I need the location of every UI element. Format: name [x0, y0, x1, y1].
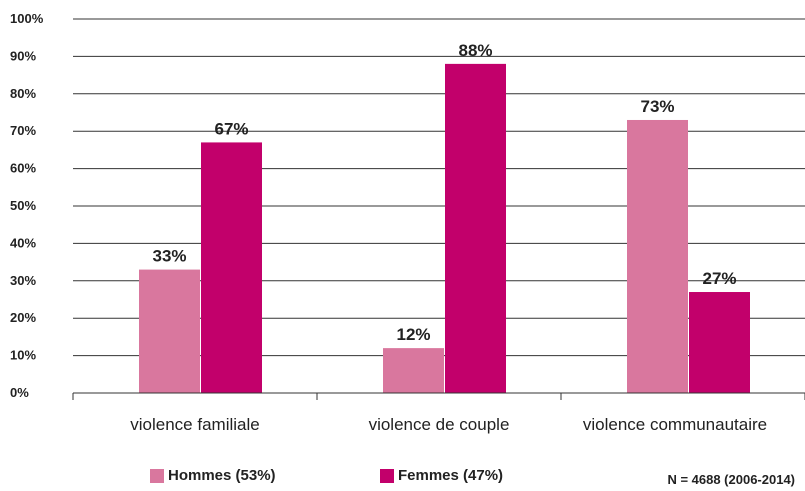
bar — [689, 292, 750, 393]
data-label: 67% — [214, 119, 248, 138]
legend-item-hommes: Hommes (53%) — [150, 467, 276, 484]
data-label: 88% — [458, 41, 492, 60]
data-label: 12% — [396, 325, 430, 344]
legend-item-femmes: Femmes (47%) — [380, 467, 503, 484]
y-tick-label: 0% — [10, 385, 29, 400]
data-labels: 33% 67% 12% 88% 73% 27% — [152, 41, 736, 344]
y-tick-label: 50% — [10, 198, 36, 213]
y-axis-ticks: 0% 10% 20% 30% 40% 50% 60% 70% 80% 90% 100% — [10, 11, 44, 400]
sample-size-note: N = 4688 (2006-2014) — [667, 472, 795, 487]
x-axis: violence familiale violence de couple viol… — [72, 392, 805, 434]
legend-label-hommes: Hommes (53%) — [168, 467, 276, 484]
legend: Hommes (53%) Femmes (47%) — [0, 467, 805, 489]
legend-swatch-hommes — [150, 468, 164, 483]
y-tick-label: 30% — [10, 273, 36, 288]
y-tick-label: 70% — [10, 123, 36, 138]
y-tick-label: 60% — [10, 161, 36, 176]
legend-swatch-femmes — [380, 468, 394, 483]
y-tick-label: 20% — [10, 310, 36, 325]
bar — [383, 348, 444, 393]
x-tick-label: violence communautaire — [583, 415, 767, 434]
bars — [139, 63, 750, 393]
y-tick-label: 100% — [10, 11, 44, 26]
y-tick-label: 90% — [10, 48, 36, 63]
y-tick-label: 80% — [10, 86, 36, 101]
bar-chart: 0% 10% 20% 30% 40% 50% 60% 70% 80% 90% 100% 33% 67%… — [10, 11, 805, 434]
x-tick-label: violence familiale — [130, 415, 259, 434]
bar — [139, 269, 200, 393]
bar — [627, 119, 688, 393]
data-label: 27% — [702, 269, 736, 288]
y-tick-label: 10% — [10, 348, 36, 363]
bar — [201, 142, 262, 393]
x-tick-label: violence de couple — [369, 415, 510, 434]
data-label: 73% — [640, 97, 674, 116]
y-tick-label: 40% — [10, 235, 36, 250]
data-label: 33% — [152, 247, 186, 266]
bar — [445, 63, 506, 393]
legend-label-femmes: Femmes (47%) — [398, 467, 504, 484]
